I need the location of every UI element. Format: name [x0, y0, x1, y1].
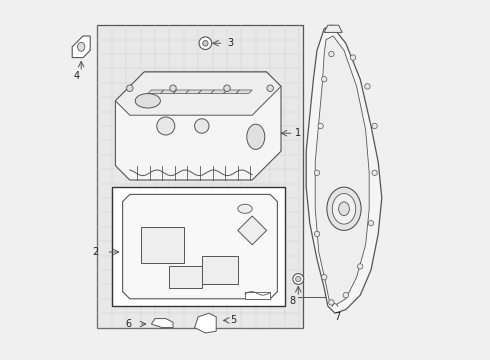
- Ellipse shape: [314, 170, 319, 175]
- Ellipse shape: [368, 220, 374, 226]
- Polygon shape: [223, 90, 240, 94]
- Ellipse shape: [170, 85, 176, 91]
- Polygon shape: [211, 90, 227, 94]
- Polygon shape: [151, 319, 173, 328]
- Text: 5: 5: [231, 315, 237, 325]
- Ellipse shape: [224, 85, 230, 91]
- Ellipse shape: [293, 274, 304, 284]
- Polygon shape: [315, 36, 369, 304]
- Polygon shape: [148, 90, 164, 94]
- Ellipse shape: [199, 37, 212, 50]
- Ellipse shape: [203, 41, 208, 46]
- Polygon shape: [173, 90, 189, 94]
- Ellipse shape: [332, 194, 356, 224]
- Polygon shape: [116, 72, 281, 115]
- Text: 7: 7: [334, 312, 341, 322]
- Ellipse shape: [358, 264, 363, 269]
- Polygon shape: [122, 194, 277, 299]
- Polygon shape: [116, 72, 281, 180]
- Polygon shape: [198, 90, 215, 94]
- Ellipse shape: [365, 84, 370, 89]
- Ellipse shape: [329, 300, 334, 305]
- Polygon shape: [195, 313, 216, 333]
- Ellipse shape: [339, 202, 349, 216]
- Bar: [141, 227, 184, 263]
- Ellipse shape: [238, 204, 252, 213]
- Ellipse shape: [329, 51, 334, 57]
- Ellipse shape: [350, 55, 356, 60]
- Text: 1: 1: [294, 128, 301, 138]
- Polygon shape: [245, 292, 270, 299]
- Bar: [202, 256, 238, 284]
- Polygon shape: [72, 36, 90, 58]
- Polygon shape: [238, 216, 267, 245]
- Bar: [112, 187, 285, 306]
- Ellipse shape: [295, 276, 301, 282]
- Ellipse shape: [372, 123, 377, 129]
- Ellipse shape: [77, 42, 85, 51]
- Polygon shape: [324, 25, 342, 32]
- Polygon shape: [306, 25, 382, 313]
- Ellipse shape: [157, 117, 175, 135]
- Ellipse shape: [135, 94, 160, 108]
- Polygon shape: [236, 90, 252, 94]
- Text: 4: 4: [74, 71, 80, 81]
- Text: 6: 6: [125, 319, 132, 329]
- Ellipse shape: [267, 85, 273, 91]
- Text: 8: 8: [289, 296, 295, 306]
- Ellipse shape: [126, 85, 133, 91]
- Ellipse shape: [343, 292, 348, 298]
- Polygon shape: [186, 90, 202, 94]
- Text: 2: 2: [92, 247, 98, 257]
- Ellipse shape: [372, 170, 377, 175]
- Ellipse shape: [314, 231, 319, 237]
- Ellipse shape: [327, 187, 361, 230]
- Ellipse shape: [321, 274, 327, 280]
- Ellipse shape: [247, 124, 265, 149]
- Polygon shape: [160, 90, 176, 94]
- Ellipse shape: [195, 119, 209, 133]
- Ellipse shape: [318, 123, 323, 129]
- Bar: [170, 266, 202, 288]
- Ellipse shape: [321, 77, 327, 82]
- Bar: [98, 25, 303, 328]
- Text: 3: 3: [227, 38, 233, 48]
